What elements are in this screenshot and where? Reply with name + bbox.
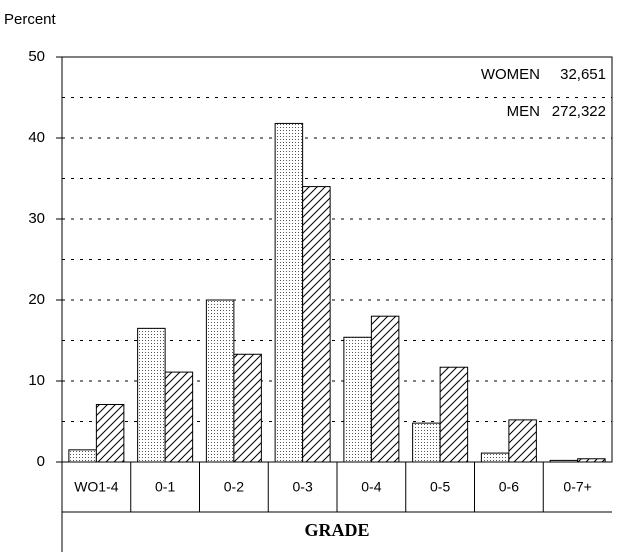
x-tick-label: 0-7+ xyxy=(563,479,591,495)
bar xyxy=(577,458,606,463)
bar xyxy=(508,419,537,463)
bar xyxy=(137,327,166,463)
x-tick-label: 0-5 xyxy=(430,479,450,495)
x-tick-label: 0-3 xyxy=(293,479,313,495)
y-tick-label: 50 xyxy=(28,48,45,65)
x-tick-label: 0-6 xyxy=(499,479,519,495)
x-tick-label: 0-4 xyxy=(361,479,381,495)
bar xyxy=(164,371,194,463)
bar xyxy=(480,452,510,463)
bar xyxy=(68,449,97,463)
y-tick-label: 40 xyxy=(28,129,45,146)
bar xyxy=(95,403,125,463)
bar xyxy=(412,422,441,463)
y-tick-label: 10 xyxy=(28,372,45,389)
y-tick-label: 30 xyxy=(28,210,45,227)
legend-name: WOMEN xyxy=(481,66,540,83)
y-axis-label: Percent xyxy=(4,11,57,28)
x-axis-label: GRADE xyxy=(304,520,369,540)
x-tick-label: 0-2 xyxy=(224,479,244,495)
x-tick-label: WO1-4 xyxy=(74,479,119,495)
bar xyxy=(302,186,331,463)
legend-total: 32,651 xyxy=(560,66,606,83)
x-tick-label: 0-1 xyxy=(155,479,175,495)
y-tick-label: 0 xyxy=(37,453,45,470)
bar xyxy=(439,366,469,463)
bar xyxy=(233,353,262,463)
bar xyxy=(549,459,579,463)
y-tick-label: 20 xyxy=(28,291,45,308)
bar xyxy=(274,122,304,463)
legend-name: MEN xyxy=(507,103,540,120)
bar xyxy=(343,336,372,463)
bar xyxy=(205,299,235,463)
bar xyxy=(370,315,400,463)
legend-total: 272,322 xyxy=(552,103,606,120)
